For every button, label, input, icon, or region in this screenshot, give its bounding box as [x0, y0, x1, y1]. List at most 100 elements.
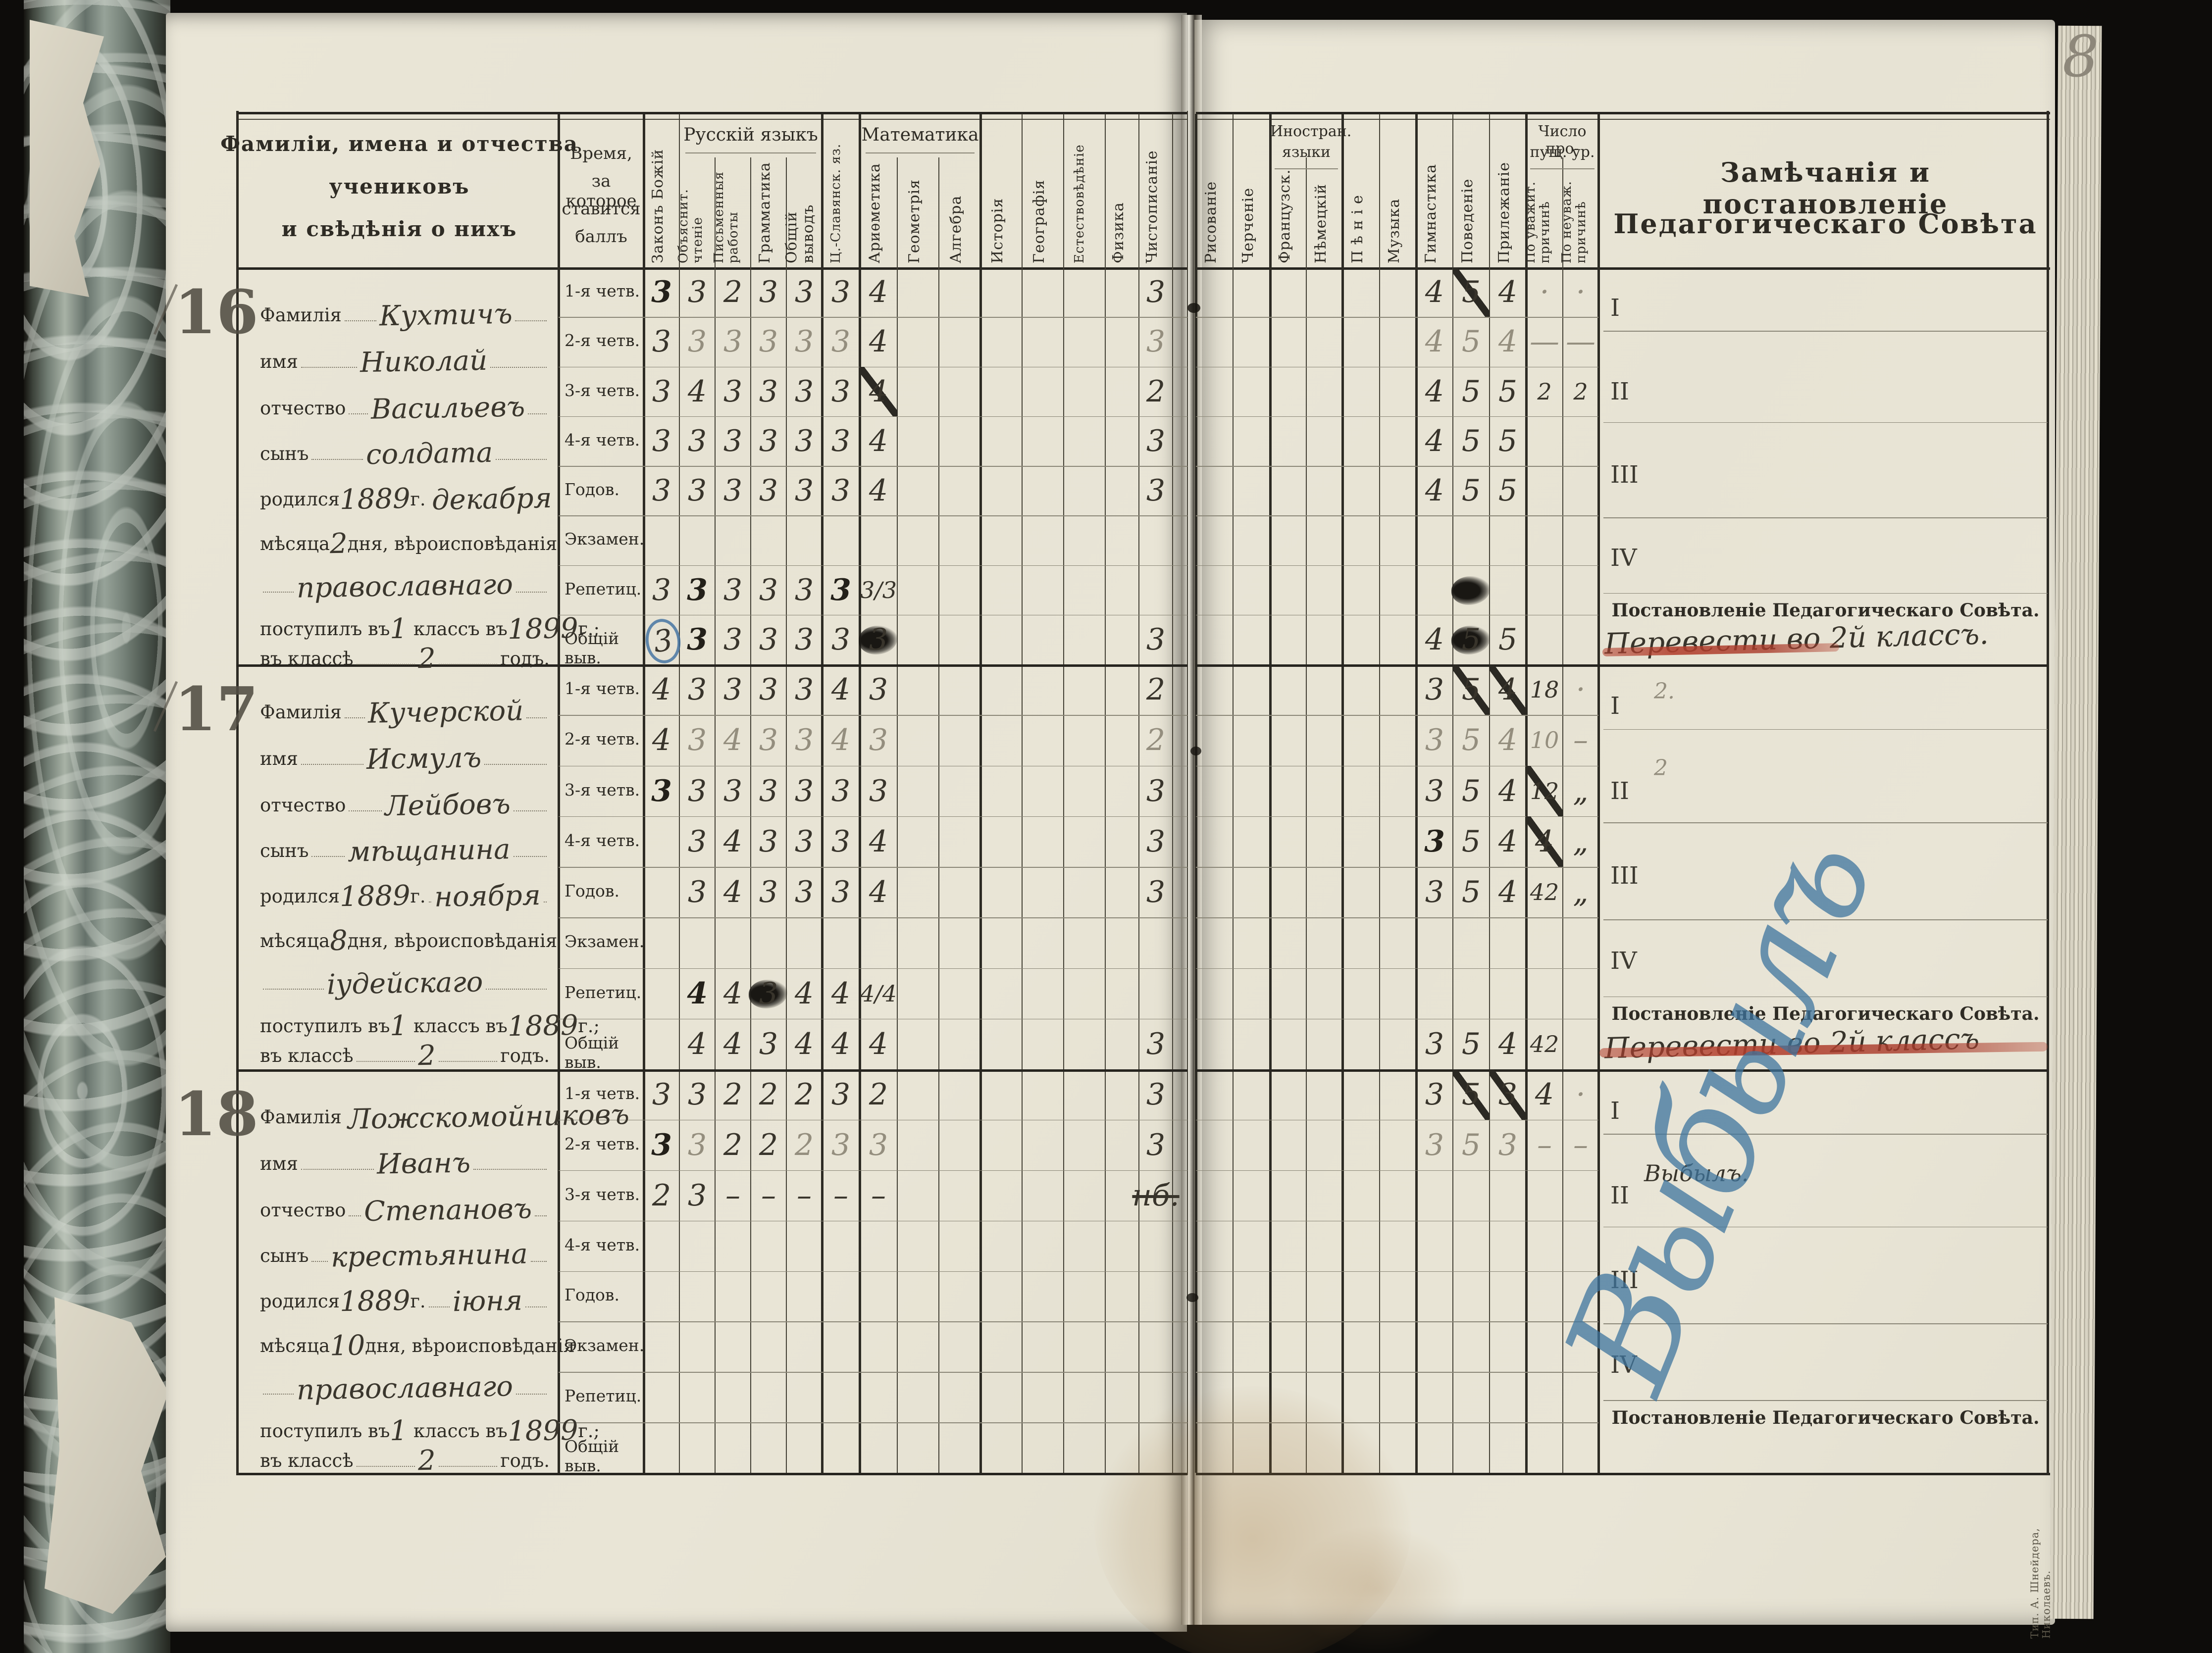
table-rule-horizontal: [1196, 614, 1598, 616]
religion-value: православнаго: [296, 1370, 514, 1406]
row-label: 1-я четв.: [565, 679, 640, 699]
grade-cell: 3: [759, 572, 778, 607]
rule: [515, 1393, 547, 1395]
grade-cell: 4: [869, 473, 888, 508]
row-label: 3-я четв.: [565, 380, 640, 400]
group-underline-foreign: [1275, 168, 1338, 169]
remarks-column-title: Педагогическаго Совѣта: [1613, 208, 2038, 240]
remark-note: 2: [1654, 755, 1668, 781]
time-column-header: ставится: [562, 199, 641, 219]
row-label: 3-я четв.: [565, 780, 640, 800]
student-info-line: сынъ солдата: [260, 435, 550, 471]
table-rule-horizontal: [559, 1018, 1187, 1020]
subject-header-franc: Французск.: [1276, 169, 1293, 263]
student-info-line: имя Николай: [260, 343, 550, 379]
grade-cell: —: [1530, 324, 1559, 359]
table-rule-vertical: [1233, 114, 1234, 1473]
table-rule-horizontal: [559, 1372, 1187, 1373]
table-rule-horizontal: [1196, 1271, 1598, 1272]
grade-cell: 4: [1498, 723, 1518, 758]
right-table-top-border: [1196, 112, 2050, 114]
religion-label: дня, вѣроисповѣданія: [365, 1335, 575, 1356]
grade-cell: 4: [831, 672, 851, 707]
student-info-line: въ классѣ 2 годъ.: [260, 1037, 550, 1072]
table-rule-vertical: [1306, 157, 1307, 1473]
subject-header-arifm: Ариѳметика: [866, 163, 883, 263]
remark-band-rule: [1603, 1323, 2048, 1325]
grade-cell: 4: [1425, 374, 1444, 409]
grade-cell: 3: [831, 1127, 851, 1162]
birth-day-value: 10: [329, 1329, 365, 1362]
grade-cell: 3: [1146, 1077, 1166, 1112]
rule: [263, 988, 324, 990]
remark-band-rule: [1603, 593, 2048, 594]
grade-cell: 3: [687, 875, 707, 910]
subject-header-alg: Алгебра: [947, 195, 965, 263]
grade-cell: 3: [759, 723, 778, 758]
group-header-foreign: языки: [1282, 144, 1331, 161]
grade-cell: нб.: [1132, 1178, 1180, 1213]
grade-cell: 3: [723, 423, 743, 458]
subject-header-zakon: Законъ Божій: [649, 149, 667, 263]
entered-label: поступилъ въ: [260, 618, 390, 640]
table-rule-horizontal: [1196, 816, 1598, 817]
grade-cell: 3: [831, 824, 851, 859]
grade-cell: 5: [1461, 824, 1481, 859]
student-info-line: отчество Лейбовъ: [260, 786, 550, 822]
right-table-right-border: [2046, 111, 2049, 1475]
grade-cell: 3: [759, 423, 778, 458]
remark-note: 2.: [1654, 678, 1675, 704]
grade-cell: 4: [1425, 423, 1444, 458]
row-label: Репетиц.: [565, 579, 642, 599]
grade-cell: 2: [1146, 672, 1166, 707]
rule: [514, 810, 547, 811]
grade-cell: 3: [794, 824, 814, 859]
table-rule-horizontal: [1196, 1372, 1598, 1373]
table-rule-horizontal: [559, 765, 1187, 767]
name-column-header: Фамиліи, имена и отчества: [220, 132, 578, 156]
grade-cell: 4: [1498, 875, 1518, 910]
grade-cell: –: [1537, 1127, 1552, 1162]
grade-cell: 5: [1461, 1127, 1481, 1162]
grade-cell: 4: [1526, 816, 1563, 867]
class-in-label: классъ въ: [413, 1015, 508, 1037]
group-header-missed: пущ. ур.: [1530, 144, 1595, 161]
rule: [301, 1168, 374, 1170]
row-label: Годов.: [565, 881, 619, 901]
rule: [526, 717, 547, 718]
rule: [311, 855, 345, 857]
grade-cell: 5: [1453, 267, 1490, 317]
grade-cell: 4: [723, 1026, 743, 1061]
roman-numeral-I: I: [1610, 1097, 1620, 1125]
grade-cell: 3: [1425, 1026, 1444, 1061]
grade-cell: „: [1573, 824, 1589, 859]
rule: [525, 1306, 547, 1307]
son-label: сынъ: [260, 1245, 309, 1266]
birth-day-value: 2: [329, 527, 348, 560]
student-info-line: поступилъ въ 1 классъ въ 1899 г.;: [260, 610, 600, 646]
rule: [527, 413, 547, 414]
grade-cell: 3: [687, 723, 707, 758]
rule: [428, 901, 432, 902]
in-class-label: въ классѣ: [260, 1045, 354, 1066]
grade-cell: 5: [1461, 423, 1481, 458]
grade-cell: 3: [759, 976, 778, 1011]
born-label: родился: [260, 489, 340, 510]
row-label: 2-я четв.: [565, 331, 640, 351]
grade-cell: 3: [869, 773, 888, 808]
grade-cell: 3: [794, 723, 814, 758]
student-info-line: имя Исмулъ: [260, 740, 550, 776]
grade-cell: 2: [1146, 374, 1166, 409]
son-of-value: мѣщанина: [347, 833, 511, 868]
entered-suffix: г.;: [578, 618, 600, 640]
patronymic-value: Степановъ: [363, 1193, 532, 1228]
grade-cell: 3: [1146, 473, 1166, 508]
class-in-label: классъ въ: [413, 618, 508, 640]
birth-month-value: ноября: [434, 879, 541, 913]
grade-cell: 3: [869, 622, 888, 657]
row-label: 2-я четв.: [565, 729, 640, 749]
table-rule-horizontal: [1196, 867, 1598, 868]
surname-value: Кучерской: [367, 695, 524, 730]
row-label: Экзамен.: [565, 529, 645, 549]
grade-cell: 3: [794, 622, 814, 657]
